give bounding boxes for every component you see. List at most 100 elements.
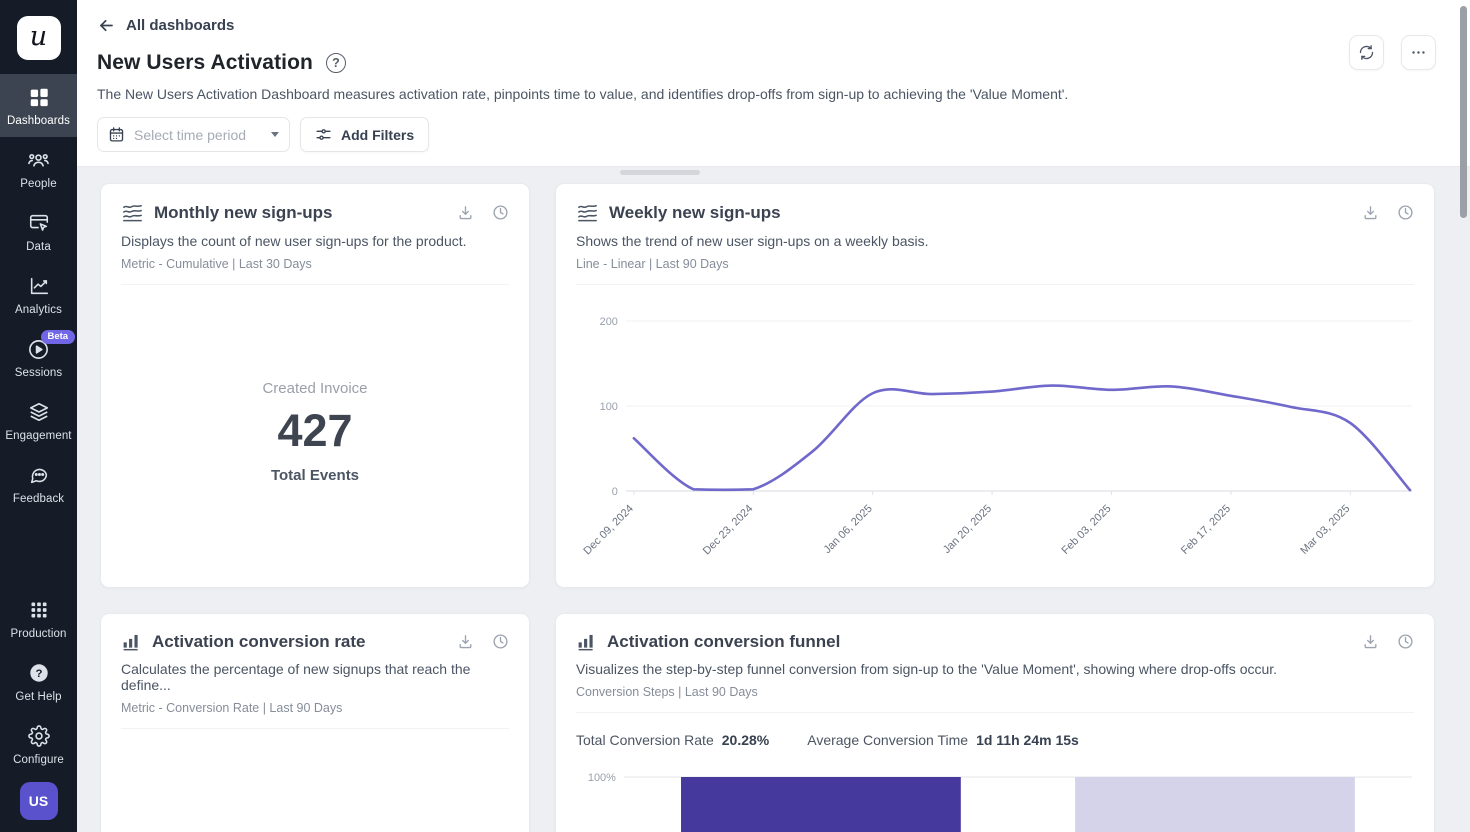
sidebar-item-label: People [20, 178, 57, 190]
sidebar-bottom-group: Production ? Get Help Configure US [0, 587, 77, 832]
page-description: The New Users Activation Dashboard measu… [97, 86, 1069, 102]
svg-text:Mar 03, 2025: Mar 03, 2025 [1298, 503, 1352, 557]
clock-icon[interactable] [1397, 204, 1414, 221]
clock-icon[interactable] [492, 204, 509, 221]
svg-text:Feb 03, 2025: Feb 03, 2025 [1059, 503, 1113, 557]
time-period-placeholder: Select time period [134, 126, 247, 143]
avg-conversion-time-label: Average Conversion Time [807, 732, 969, 748]
sidebar-item-label: Feedback [12, 493, 65, 505]
card-meta: Conversion Steps | Last 90 Days [576, 685, 1414, 713]
feedback-bubble-icon [27, 463, 51, 487]
area-chart-icon [576, 201, 599, 224]
area-chart-icon [121, 201, 144, 224]
calendar-icon [108, 126, 125, 143]
add-filters-label: Add Filters [341, 126, 415, 143]
metric-block: Created Invoice 427 Total Events [121, 380, 509, 484]
sidebar-item-label: Engagement [5, 430, 72, 442]
sidebar-item-label: Configure [13, 754, 64, 766]
download-icon[interactable] [1362, 633, 1379, 650]
card-monthly-new-signups: Monthly new sign-ups Displays the count … [100, 183, 530, 588]
back-to-dashboards-link[interactable]: All dashboards [97, 16, 234, 35]
card-title: Activation conversion rate [152, 631, 366, 651]
bar-chart-icon [121, 631, 142, 652]
svg-text:200: 200 [600, 316, 618, 328]
svg-text:Feb 17, 2025: Feb 17, 2025 [1179, 503, 1233, 557]
sidebar-item-feedback[interactable]: Feedback [0, 452, 77, 515]
metric-value: 427 [277, 405, 353, 456]
sidebar-item-label: Sessions [14, 367, 63, 379]
sidebar-item-engagement[interactable]: Engagement [0, 389, 77, 452]
horizontal-scrollbar[interactable] [620, 170, 700, 175]
avg-conversion-time-value: 1d 11h 24m 15s [976, 732, 1079, 748]
sidebar-item-dashboards[interactable]: Dashboards [0, 74, 77, 137]
sidebar-item-people[interactable]: People [0, 137, 77, 200]
clock-icon[interactable] [492, 633, 509, 650]
people-icon [27, 148, 51, 172]
metric-sublabel: Total Events [270, 467, 360, 484]
svg-text:?: ? [35, 668, 42, 680]
sidebar-item-label: Dashboards [6, 115, 70, 127]
sidebar-item-get-help[interactable]: ? Get Help [0, 650, 77, 713]
card-title: Activation conversion funnel [607, 631, 841, 651]
back-arrow-icon [97, 16, 116, 35]
svg-text:Dec 09, 2024: Dec 09, 2024 [581, 503, 636, 558]
svg-text:Jan 20, 2025: Jan 20, 2025 [941, 503, 994, 556]
sidebar-item-label: Analytics [15, 304, 62, 316]
funnel-stats-row: Total Conversion Rate 20.28% Average Con… [576, 732, 1414, 748]
data-icon [27, 211, 51, 235]
card-description: Calculates the percentage of new signups… [121, 661, 471, 693]
card-weekly-new-signups: Weekly new sign-ups Shows the trend of n… [555, 183, 1435, 588]
sidebar-item-data[interactable]: Data [0, 200, 77, 263]
add-filters-button[interactable]: Add Filters [300, 117, 430, 152]
download-icon[interactable] [457, 633, 474, 650]
card-meta: Metric - Cumulative | Last 30 Days [121, 257, 509, 285]
sidebar-item-sessions[interactable]: Beta Sessions [0, 326, 77, 389]
sidebar-item-configure[interactable]: Configure [0, 713, 77, 776]
clock-icon[interactable] [1397, 633, 1414, 650]
refresh-icon [1359, 45, 1374, 60]
download-icon[interactable] [457, 204, 474, 221]
back-label: All dashboards [126, 17, 235, 34]
more-options-button[interactable] [1401, 35, 1436, 70]
filter-sliders-icon [315, 126, 332, 143]
time-period-select[interactable]: Select time period [97, 117, 290, 152]
sidebar-item-label: Data [26, 241, 51, 253]
svg-text:100: 100 [600, 401, 618, 413]
refresh-button[interactable] [1349, 35, 1384, 70]
card-meta: Line - Linear | Last 90 Days [576, 257, 1414, 285]
metric-label: Created Invoice [262, 380, 368, 397]
beta-badge: Beta [40, 330, 76, 345]
user-avatar[interactable]: US [19, 782, 58, 820]
bar-chart-icon [576, 631, 597, 652]
more-ellipsis-icon [1412, 51, 1425, 54]
app-logo[interactable]: u [16, 16, 61, 60]
main-area: All dashboards New Users Activation ? Th… [77, 0, 1470, 832]
sidebar-item-label: Get Help [15, 691, 62, 703]
sidebar-item-label: Production [10, 628, 67, 640]
total-conversion-rate-value: 20.28% [721, 732, 770, 748]
title-help-icon[interactable]: ? [325, 53, 346, 73]
svg-text:0: 0 [612, 486, 618, 498]
card-description: Visualizes the step-by-step funnel conve… [576, 661, 1278, 677]
dashboards-icon [27, 85, 51, 109]
card-title: Monthly new sign-ups [154, 202, 333, 222]
card-description: Displays the count of new user sign-ups … [121, 233, 467, 249]
card-activation-conversion-rate: Activation conversion rate Calculates th… [100, 613, 530, 832]
card-description: Shows the trend of new user sign-ups on … [576, 233, 929, 249]
sidebar-item-production[interactable]: Production [0, 587, 77, 650]
total-conversion-rate-label: Total Conversion Rate [576, 732, 714, 748]
download-icon[interactable] [1362, 204, 1379, 221]
analytics-icon [27, 274, 51, 298]
card-title: Weekly new sign-ups [609, 202, 781, 222]
weekly-signups-line-chart: 0 100 200 Dec 09, 2024 Dec 23, 2024 Jan 06, 2… [576, 301, 1414, 568]
card-activation-conversion-funnel: Activation conversion funnel Visualizes … [555, 613, 1435, 832]
svg-text:Jan 06, 2025: Jan 06, 2025 [822, 503, 875, 556]
engagement-layers-icon [27, 400, 51, 424]
svg-text:100%: 100% [588, 772, 616, 784]
vertical-scrollbar[interactable] [1460, 6, 1467, 218]
sidebar-item-analytics[interactable]: Analytics [0, 263, 77, 326]
page-title: New Users Activation [97, 51, 313, 74]
card-meta: Metric - Conversion Rate | Last 90 Days [121, 701, 509, 729]
filter-bar: Select time period Add Filters [97, 117, 1434, 152]
